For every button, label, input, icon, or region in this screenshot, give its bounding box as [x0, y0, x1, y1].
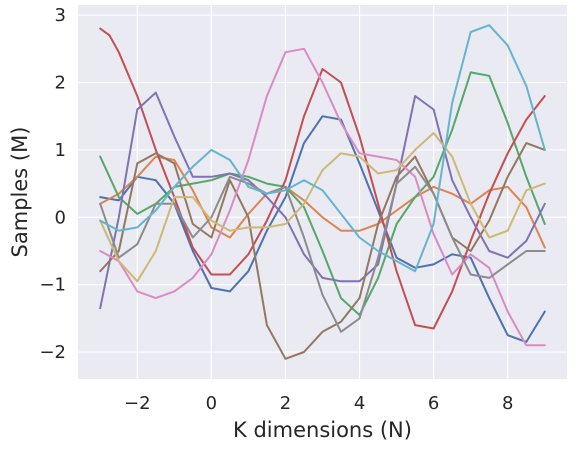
series-line-6	[99, 142, 546, 360]
series-line-5	[99, 91, 546, 310]
y-tick-label: 3	[55, 5, 66, 26]
x-tick-label: 6	[428, 393, 439, 414]
y-tick-label: −2	[39, 342, 66, 363]
x-tick-label: 8	[502, 393, 513, 414]
series-line-9	[99, 132, 546, 283]
series-line-7	[99, 47, 546, 347]
x-tick-label: 0	[206, 393, 217, 414]
y-tick-label: 0	[55, 207, 66, 228]
x-tick-label: −2	[124, 393, 151, 414]
x-tick-labels: −2 0 2 4 6 8	[124, 393, 513, 414]
series-line-10	[99, 24, 546, 273]
plot-background	[78, 5, 567, 379]
y-tick-label: 1	[55, 140, 66, 161]
y-tick-label: 2	[55, 72, 66, 93]
x-tick-label: 2	[280, 393, 291, 414]
series-line-8	[99, 165, 546, 333]
y-tick-labels: −2 −1 0 1 2 3	[39, 5, 66, 363]
x-tick-label: 4	[354, 393, 365, 414]
y-axis-label: Samples (M)	[8, 127, 32, 258]
series-lines	[99, 24, 546, 360]
y-tick-label: −1	[39, 275, 66, 296]
x-axis-label: K dimensions (N)	[233, 418, 412, 442]
